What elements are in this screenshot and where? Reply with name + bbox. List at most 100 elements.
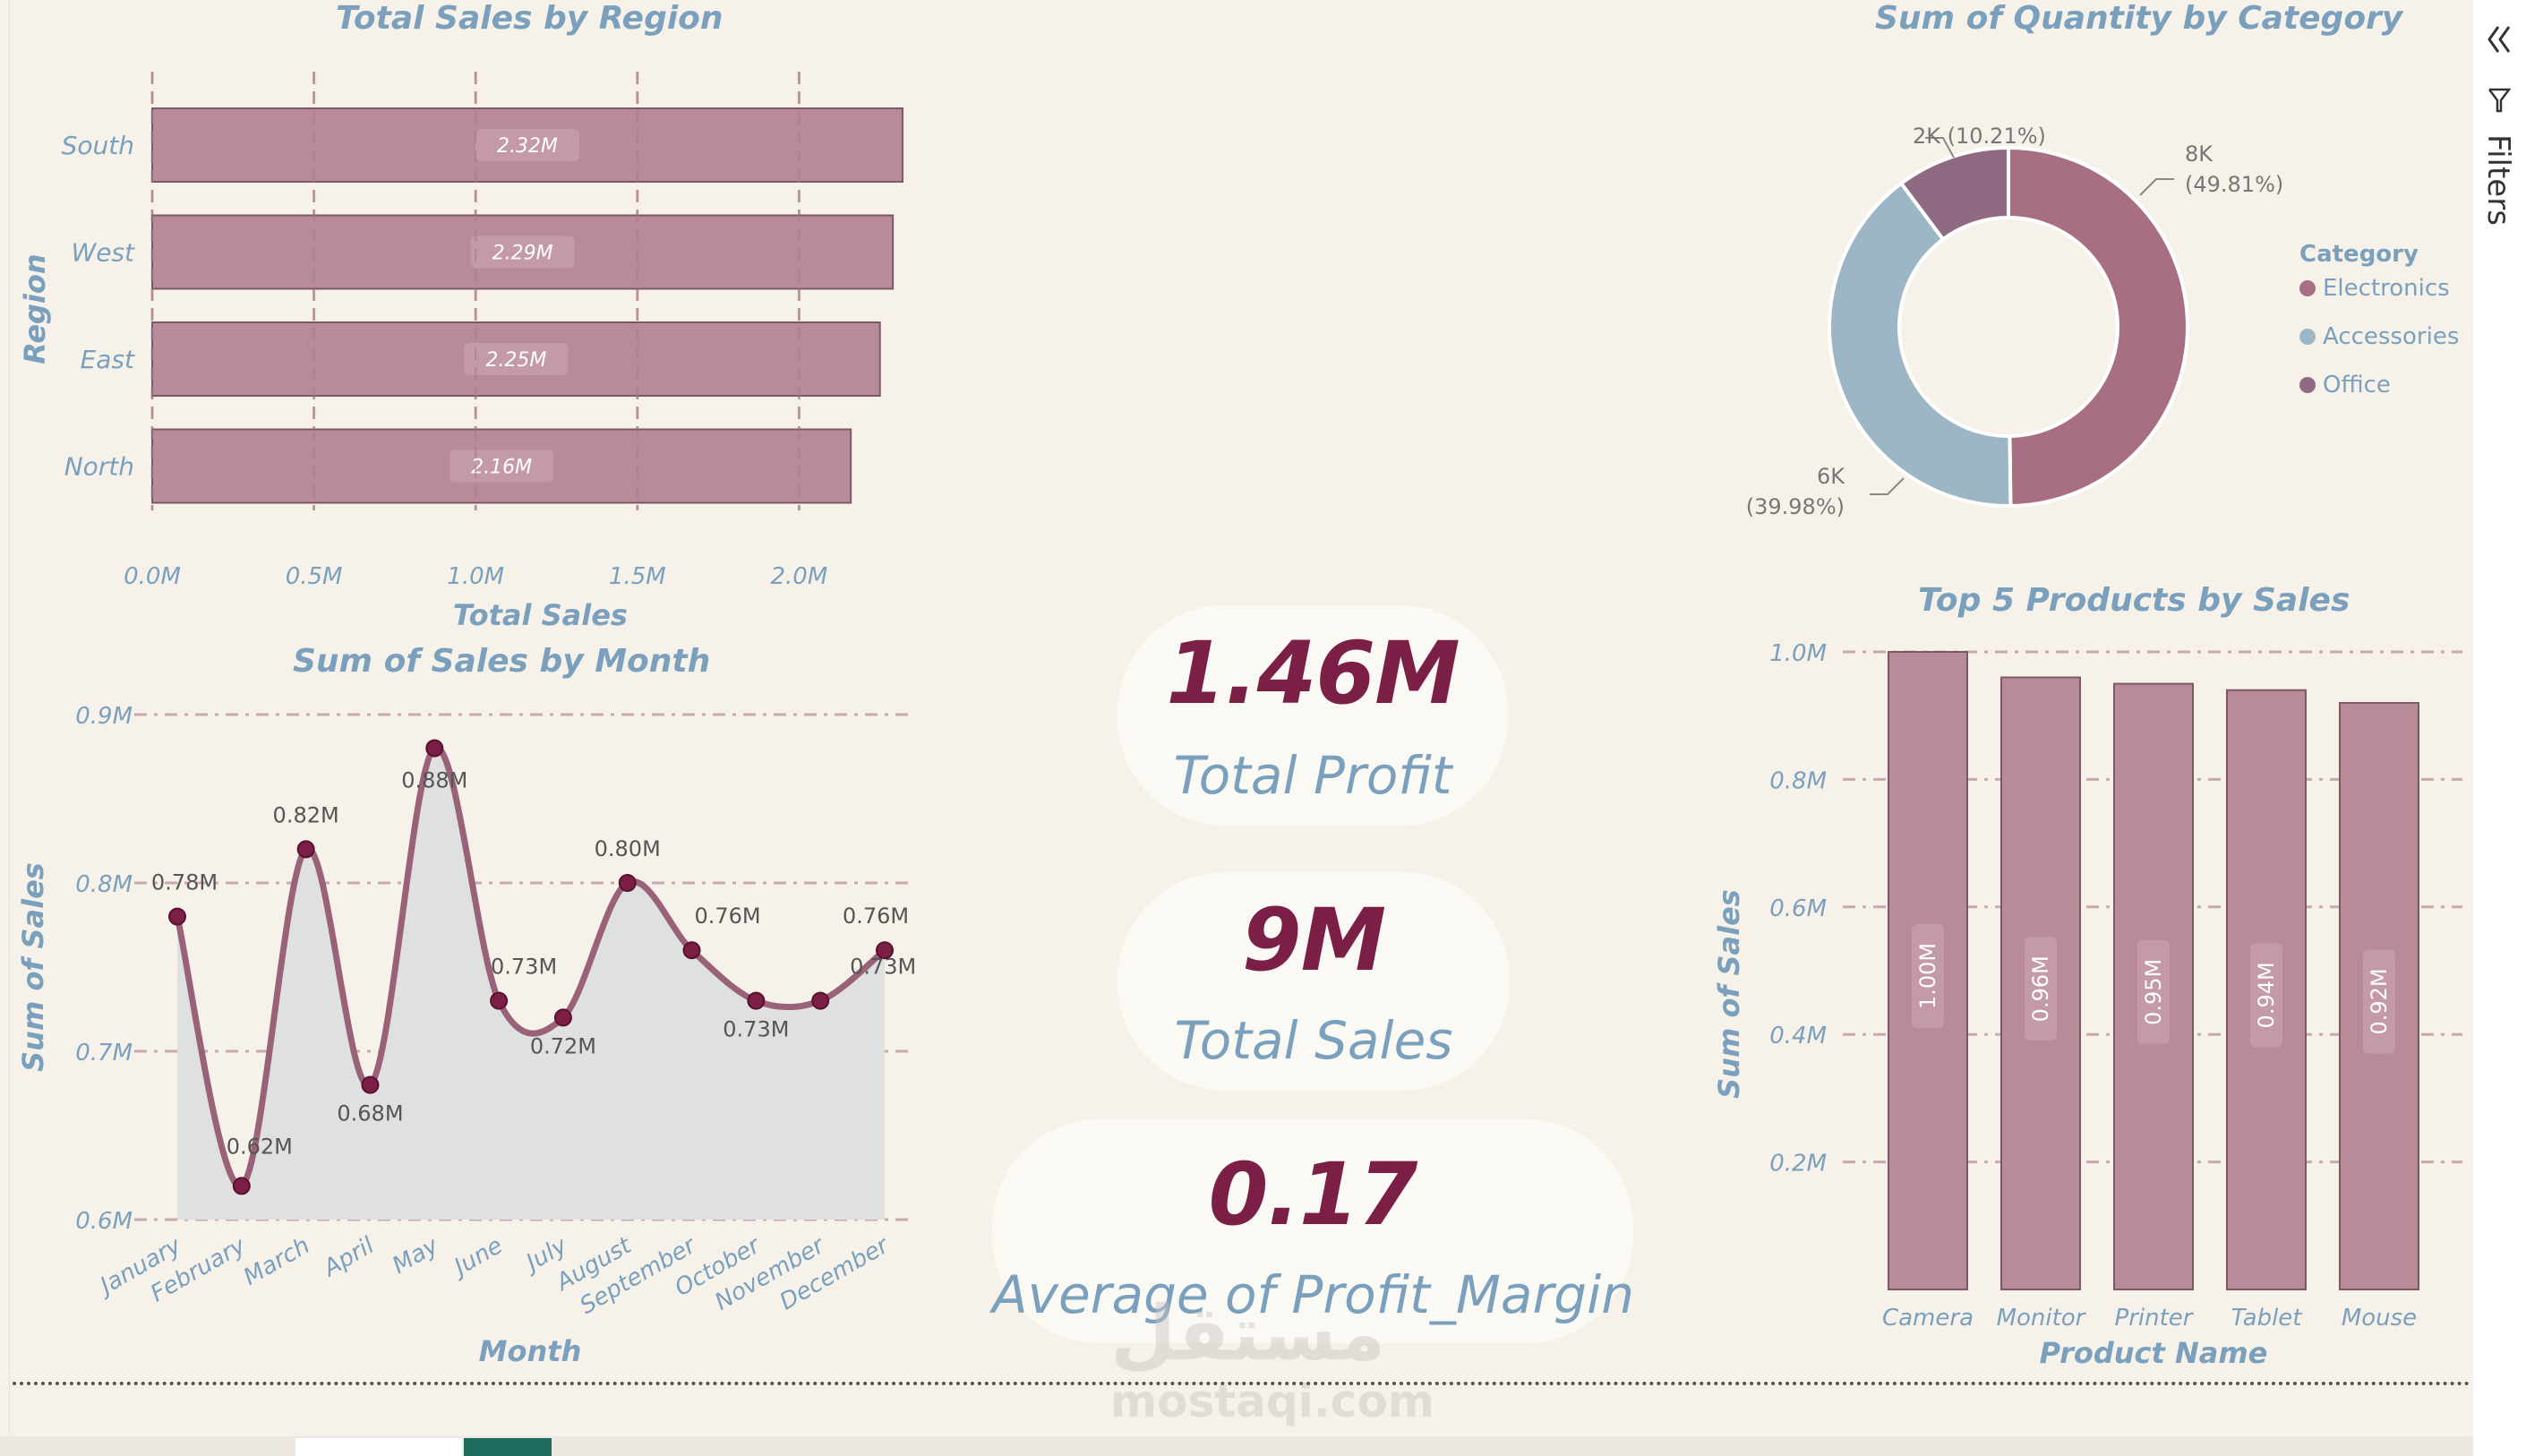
- y-tick-label: 0.6M: [75, 1208, 133, 1235]
- leader-line: [1870, 477, 1905, 495]
- data-point: [168, 907, 186, 926]
- kpi-value: 0.17: [1208, 1144, 1418, 1245]
- page-tabs-strip: [0, 1436, 2526, 1456]
- data-label-bg: [1912, 924, 1944, 1028]
- x-tick-label: Printer: [2115, 1305, 2195, 1332]
- y-tick-label: East: [81, 345, 135, 374]
- y-tick-label: 0.4M: [1769, 1023, 1827, 1049]
- slice-label: (49.81%): [2185, 172, 2283, 197]
- kpi-card-total-profit[interactable]: 1.46M Total Profit: [1117, 605, 1508, 826]
- legend-marker: [2299, 280, 2316, 296]
- legend-title: Category: [2299, 241, 2419, 268]
- donut-slice: [2007, 145, 2190, 509]
- sales-line: [174, 744, 887, 1189]
- donut-slice: [1898, 145, 2010, 243]
- x-tick-label: March: [239, 1232, 314, 1291]
- data-label-bg: [464, 343, 569, 375]
- data-label: 0.62M: [227, 1134, 293, 1159]
- legend-label: Electronics: [2323, 275, 2450, 302]
- y-tick-label: North: [64, 452, 134, 482]
- y-tick-label: 0.8M: [75, 871, 133, 898]
- data-label: 2.16M: [471, 457, 532, 479]
- data-point: [490, 991, 509, 1010]
- slice-label: 8K: [2185, 141, 2213, 167]
- data-label-bg: [2250, 943, 2282, 1048]
- y-tick-label: West: [72, 238, 136, 268]
- y-axis-title: Sum of Sales: [16, 862, 50, 1072]
- y-tick-label: 1.0M: [1769, 640, 1827, 667]
- x-tick-label: Monitor: [1997, 1305, 2087, 1332]
- y-tick-label: 0.8M: [1769, 767, 1827, 794]
- data-label: 0.94M: [2254, 962, 2279, 1028]
- slice-label: 6K: [1817, 464, 1845, 489]
- data-label: 0.68M: [337, 1101, 403, 1126]
- slice-label: 2K (10.21%): [1913, 124, 2046, 149]
- products-chart-title: Top 5 Products by Sales: [1918, 582, 2350, 619]
- leader-line: [2139, 178, 2174, 196]
- products-bar-chart[interactable]: 0.2M 0.4M 0.6M 0.8M 1.0M 1.00M Camera 0.96M Moni…: [1683, 618, 2471, 1388]
- category-donut-chart[interactable]: 8K (49.81%) 6K (39.98%) 2K (10.21%) Category E…: [1683, 54, 2471, 555]
- region-chart-title: Total Sales by Region: [336, 0, 724, 37]
- data-label-bg: [2137, 939, 2170, 1044]
- area-fill: [177, 747, 885, 1220]
- kpi-label: Total Profit: [1173, 745, 1452, 806]
- x-tick-label: June: [446, 1232, 507, 1283]
- x-tick-label: Mouse: [2342, 1305, 2417, 1332]
- data-label: 0.73M: [723, 1017, 789, 1042]
- data-label-bg: [2025, 937, 2057, 1041]
- y-tick-label: 0.2M: [1769, 1151, 1827, 1178]
- x-tick-label: Tablet: [2231, 1305, 2302, 1332]
- kpi-value: 1.46M: [1166, 623, 1460, 724]
- data-point: [876, 941, 894, 960]
- legend-label: Accessories: [2323, 323, 2459, 350]
- month-chart-title: Sum of Sales by Month: [293, 643, 711, 680]
- x-tick-label: 0.0M: [124, 563, 181, 590]
- legend-marker: [2299, 329, 2316, 345]
- data-label: 0.95M: [2141, 959, 2166, 1025]
- x-tick-label: 0.5M: [286, 563, 343, 590]
- data-label-bg: [475, 129, 579, 161]
- data-label: 0.76M: [694, 904, 760, 929]
- x-tick-label: 2.0M: [771, 563, 828, 590]
- month-area-chart[interactable]: 0.6M0.7M0.8M0.9M0.78MJanuary0.62MFebruar…: [0, 645, 949, 1388]
- kpi-label: Average of Profit_Margin: [992, 1264, 1634, 1325]
- page-tab[interactable]: [295, 1438, 462, 1456]
- y-tick-label: 0.6M: [1769, 895, 1827, 922]
- y-tick-label: South: [62, 131, 134, 160]
- data-point: [296, 840, 315, 859]
- x-tick-label: 1.5M: [609, 563, 666, 590]
- watermark-logo: مستقل: [1110, 1289, 1386, 1377]
- x-axis-title: Month: [479, 1334, 582, 1368]
- data-point: [811, 991, 830, 1010]
- x-axis-title: Total Sales: [453, 598, 628, 632]
- x-tick-label: May: [388, 1232, 443, 1280]
- y-axis-title: Region: [18, 253, 52, 364]
- region-bar-chart[interactable]: 0.0M 0.5M 1.0M 1.5M 2.0M South 2.32M West 2.29M E…: [0, 0, 949, 645]
- data-point: [361, 1075, 380, 1094]
- page-tab-active[interactable]: [464, 1438, 552, 1456]
- data-label: 0.76M: [843, 904, 909, 929]
- data-point: [682, 941, 701, 960]
- kpi-card-total-sales[interactable]: 9M Total Sales: [1117, 872, 1510, 1091]
- page-separator: [13, 1382, 2471, 1385]
- kpi-label: Total Sales: [1174, 1010, 1453, 1071]
- filters-pane[interactable]: [2473, 0, 2526, 1456]
- double-chevron-left-icon[interactable]: [2487, 26, 2511, 53]
- legend-marker: [2299, 377, 2316, 393]
- data-label: 0.92M: [2367, 968, 2392, 1034]
- data-label: 0.80M: [595, 836, 661, 861]
- leader-line: [1925, 137, 1955, 158]
- slice-label: (39.98%): [1746, 494, 1845, 519]
- data-label: 0.96M: [2028, 955, 2053, 1022]
- x-axis-title: Product Name: [2040, 1336, 2268, 1370]
- x-tick-label: April: [318, 1232, 380, 1283]
- kpi-card-avg-profit-margin[interactable]: 0.17 Average of Profit_Margin: [992, 1119, 1634, 1343]
- x-tick-label: Camera: [1882, 1305, 1974, 1332]
- data-label: 0.88M: [401, 768, 467, 793]
- data-point: [618, 874, 637, 892]
- data-label: 0.78M: [151, 870, 218, 895]
- funnel-icon[interactable]: [2488, 88, 2512, 113]
- data-label: 2.25M: [485, 349, 546, 372]
- x-tick-label: 1.0M: [447, 563, 504, 590]
